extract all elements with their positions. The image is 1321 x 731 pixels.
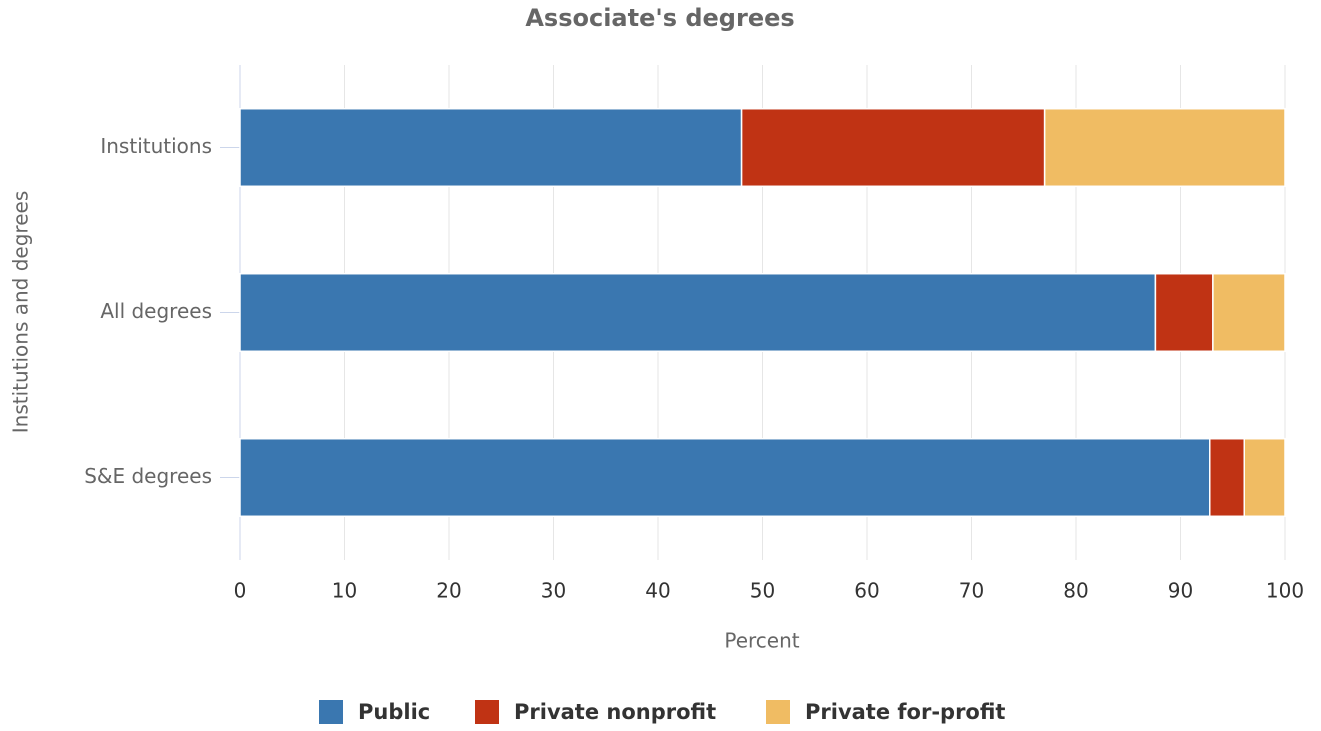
x-tick-label: 10: [332, 579, 357, 603]
bar: [1154, 272, 1214, 353]
bar: [239, 272, 1157, 353]
legend-label: Private for-profit: [805, 700, 1005, 724]
bar: [1043, 107, 1286, 188]
x-tick-label: 50: [750, 579, 775, 603]
legend-swatch: [319, 700, 343, 724]
x-tick-label: 100: [1266, 579, 1304, 603]
chart-title: Associate's degrees: [525, 4, 794, 32]
y-tick-label: All degrees: [100, 299, 212, 323]
y-tick-label: S&E degrees: [84, 464, 212, 488]
bar: [239, 437, 1211, 518]
x-tick-label: 70: [959, 579, 984, 603]
bar: [1212, 272, 1286, 353]
y-axis-label: Institutions and degrees: [9, 191, 33, 434]
legend-swatch: [475, 700, 499, 724]
bar: [740, 107, 1046, 188]
x-tick-label: 90: [1168, 579, 1193, 603]
x-tick-label: 40: [645, 579, 670, 603]
legend-label: Public: [358, 700, 430, 724]
x-tick-label: 20: [436, 579, 461, 603]
bar: [1243, 437, 1286, 518]
bar: [239, 107, 743, 188]
bar: [1209, 437, 1245, 518]
x-tick-label: 80: [1063, 579, 1088, 603]
legend-swatch: [766, 700, 790, 724]
x-tick-label: 60: [854, 579, 879, 603]
y-tick-label: Institutions: [100, 134, 212, 158]
x-tick-label: 0: [234, 579, 247, 603]
x-tick-label: 30: [541, 579, 566, 603]
x-axis-label: Percent: [724, 629, 799, 653]
legend-label: Private nonprofit: [514, 700, 716, 724]
